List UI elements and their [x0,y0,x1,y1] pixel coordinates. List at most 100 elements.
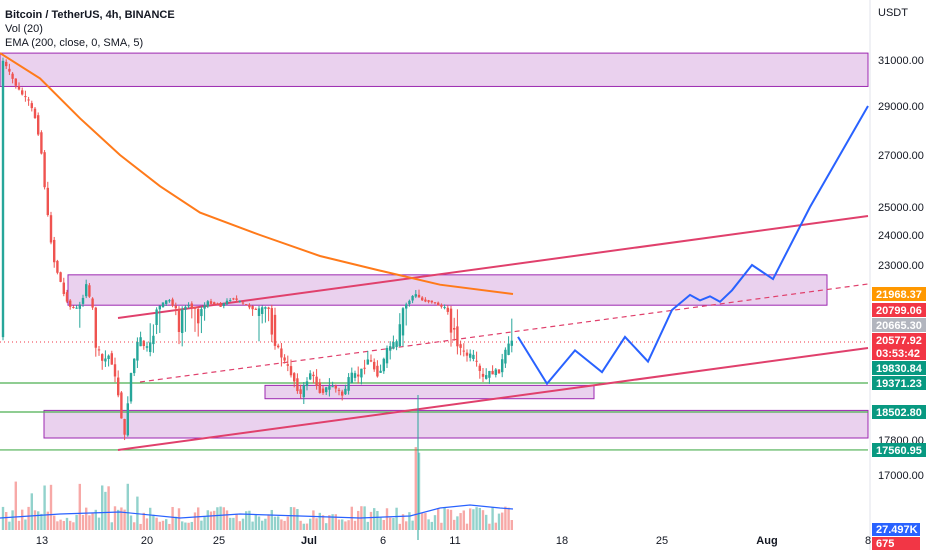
candle-body [171,299,174,306]
price-badge-label: 19371.23 [876,378,922,390]
candle-body [65,292,69,302]
volume-bar [507,507,510,530]
candle-body [491,370,494,375]
volume-bar [273,516,277,530]
candles [1,57,513,540]
volume-indicator-label[interactable]: Vol (20) [5,23,43,35]
demand-zone [43,409,869,439]
volume-bar [497,513,501,530]
price-tick-label: 27000.00 [878,150,924,162]
candle-body [190,303,193,309]
symbol-title[interactable]: Bitcoin / TetherUS, 4h, BINANCE [5,9,175,21]
volume-bar [181,521,184,530]
volume-bar [424,513,427,530]
supply-zone [0,52,869,87]
time-tick-label: 20 [141,535,153,547]
candle-body [408,300,411,305]
volume-bar [165,519,168,530]
candle-body [145,346,149,348]
volume-bar [501,512,504,530]
candle-body [37,115,40,135]
volume-bar [417,452,421,530]
candle-body [305,381,309,387]
volume-bar [334,514,337,530]
candle-body [414,294,417,297]
candle-body [177,309,181,332]
volume-bar [129,515,133,530]
candle-body [353,373,357,378]
volume-bar [14,481,17,530]
candle-body [267,307,270,309]
candle-body [456,326,459,347]
candle-body [341,391,344,396]
candle-body [337,389,341,391]
candle-body [379,370,382,373]
volume-bar [344,521,347,530]
volume-bar [325,523,328,530]
candle-body [395,341,398,348]
candle-body [501,359,504,373]
volume-bar [277,516,280,530]
volume-bar [347,520,350,530]
volume-bar [353,520,357,530]
candle-body [478,365,481,371]
volume-bar [88,515,91,530]
volume-bar [75,514,78,530]
candle-body [97,349,101,351]
candle-body [280,348,283,358]
candle-body [465,352,469,356]
ema-indicator-label[interactable]: EMA (200, close, 0, SMA, 5) [5,37,144,49]
volume-bar [238,521,241,530]
candle-body [401,308,405,336]
candle-body [165,300,168,304]
volume-bar [315,518,318,530]
candle-body [421,297,424,301]
volume-bar [110,522,113,530]
volume-bar [62,520,65,530]
volume-bar [469,508,472,530]
volume-bar [206,510,209,530]
volume-bar [510,520,513,530]
volume-bar [462,510,465,530]
candle-body [312,374,315,377]
candle-body [200,309,203,317]
volume-bar [85,507,88,530]
volume-bar [357,510,360,530]
candle-body [152,335,155,345]
candle-body [481,373,485,377]
candle-body [430,300,433,303]
candle-body [286,364,289,366]
volume-bar [5,512,8,530]
volume-bar [21,509,24,530]
candle-body [94,307,97,348]
price-badge-label: 03:53:42 [876,348,920,360]
volume-bar [72,522,75,530]
candle-body [129,373,133,402]
candle-body [424,299,427,302]
candle-body [5,61,8,67]
price-badge [872,303,926,317]
price-tick-label: 25000.00 [878,202,924,214]
candle-body [299,389,302,394]
time-tick-label: 8 [865,535,871,547]
chart-legend: Bitcoin / TetherUS, 4h, BINANCE Vol (20)… [5,8,175,50]
volume-bar [475,507,478,530]
volume-bar [309,518,312,530]
candle-body [325,387,328,393]
time-axis: 13 20 25 Jul 6 11 18 25 Aug 8 [36,535,871,547]
volume-bar [369,511,373,530]
candle-body [184,306,187,310]
candle-body [40,132,43,154]
volume-bar [481,510,485,530]
volume-bar [91,512,94,530]
volume-bar [421,513,424,530]
candle-body [462,350,465,352]
resistance-zone [67,274,828,306]
volume-bar [94,509,97,530]
volume-bar [321,515,325,530]
candle-body [411,295,414,301]
candle-body [373,361,376,370]
candle-body [46,187,49,216]
